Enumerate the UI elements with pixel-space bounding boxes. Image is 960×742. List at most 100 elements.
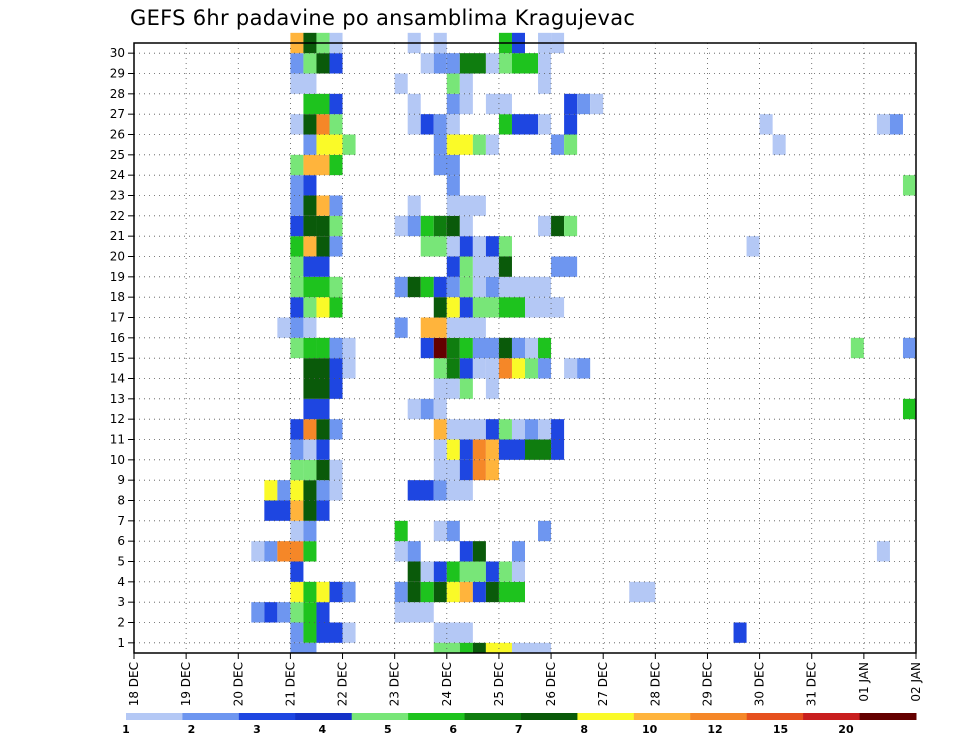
heatmap-cell — [772, 134, 786, 155]
heatmap-cell — [551, 419, 565, 440]
heatmap-cell — [394, 581, 408, 603]
heatmap-cell — [498, 236, 512, 257]
heatmap-cell — [303, 93, 330, 115]
heatmap-cell — [433, 154, 460, 176]
heatmap-cell — [538, 114, 552, 135]
heatmap-cell — [485, 378, 499, 399]
heatmap-cell — [264, 480, 278, 501]
y-tick-label: 15 — [110, 351, 125, 365]
heatmap-cell — [290, 419, 304, 440]
heatmap-cell — [525, 53, 539, 74]
heatmap-cell — [498, 439, 525, 460]
heatmap-cell — [394, 520, 408, 542]
heatmap-cell — [485, 642, 499, 653]
heatmap-cell — [459, 459, 473, 481]
heatmap-cell — [342, 622, 356, 643]
x-tick-label: 27 DEC — [596, 662, 610, 706]
heatmap-cell — [303, 378, 330, 399]
heatmap-cells — [251, 32, 916, 653]
colorbar-segment — [408, 713, 466, 720]
heatmap-cell — [303, 622, 317, 643]
heatmap-cell — [511, 541, 525, 562]
heatmap-cell — [407, 541, 421, 562]
heatmap-cell — [498, 256, 512, 277]
heatmap-cell — [525, 276, 552, 298]
heatmap-cell — [472, 276, 486, 298]
colorbar-segment — [182, 713, 240, 720]
colorbar-label: 6 — [449, 723, 457, 736]
y-tick-label: 10 — [110, 453, 125, 467]
heatmap-cell — [290, 480, 304, 501]
heatmap-cell — [433, 622, 473, 643]
chart-title: GEFS 6hr padavine po ansamblima Kragujev… — [130, 6, 636, 30]
heatmap-cell — [472, 256, 499, 277]
heatmap-cell — [446, 114, 460, 135]
y-tick-label: 13 — [110, 392, 125, 406]
heatmap-cell — [446, 358, 460, 379]
colorbar-segment — [690, 713, 748, 720]
heatmap-cell — [329, 53, 343, 74]
heatmap-cell — [850, 337, 864, 359]
heatmap-cell — [498, 53, 512, 74]
heatmap-cell — [394, 215, 408, 237]
heatmap-cell — [551, 215, 565, 237]
heatmap-cell — [433, 480, 447, 501]
heatmap-cell — [459, 93, 473, 115]
heatmap-cell — [472, 642, 486, 653]
heatmap-cell — [316, 459, 330, 481]
heatmap-cell — [498, 337, 512, 359]
heatmap-cell — [590, 93, 604, 115]
y-tick-label: 4 — [117, 575, 125, 589]
y-tick-label: 21 — [110, 229, 125, 243]
heatmap-cell — [303, 337, 317, 359]
heatmap-cell — [538, 358, 552, 379]
colorbar-label: 15 — [773, 723, 788, 736]
heatmap-cell — [329, 93, 343, 115]
heatmap-cell — [329, 378, 343, 399]
heatmap-cell — [889, 114, 903, 135]
heatmap-cell — [420, 398, 434, 420]
heatmap-cell — [459, 276, 473, 298]
heatmap-cell — [459, 581, 473, 603]
heatmap-cell — [459, 73, 473, 94]
heatmap-cell — [316, 134, 330, 155]
heatmap-cell — [511, 561, 525, 582]
heatmap-cell — [329, 134, 343, 155]
heatmap-cell — [433, 642, 460, 653]
heatmap-cell — [511, 358, 525, 379]
heatmap-cell — [394, 73, 408, 94]
heatmap-cell — [511, 337, 525, 359]
heatmap-cell — [511, 642, 525, 653]
heatmap-cell — [303, 541, 317, 562]
heatmap-cell — [433, 53, 447, 74]
heatmap-cell — [472, 459, 486, 481]
y-tick-label: 6 — [117, 534, 125, 548]
heatmap-cell — [446, 175, 460, 196]
heatmap-cell — [290, 317, 304, 338]
x-tick-label: 29 DEC — [700, 662, 714, 706]
heatmap-cell — [316, 215, 330, 237]
heatmap-cell — [876, 114, 890, 135]
heatmap-cell — [329, 480, 343, 501]
heatmap-cell — [446, 581, 460, 603]
heatmap-cell — [329, 195, 343, 216]
heatmap-cell — [485, 134, 499, 155]
heatmap-cell — [459, 236, 473, 257]
heatmap-cell — [303, 114, 317, 135]
colorbar-label: 12 — [707, 723, 722, 736]
heatmap-cell — [303, 297, 317, 318]
heatmap-cell — [407, 561, 421, 582]
colorbar-segment — [464, 713, 522, 720]
heatmap-cell — [303, 602, 317, 623]
y-tick-label: 2 — [117, 616, 125, 630]
heatmap-cell — [303, 459, 317, 481]
heatmap-cell — [329, 337, 343, 359]
heatmap-cell — [525, 439, 552, 460]
heatmap-cell — [446, 53, 460, 74]
heatmap-cell — [407, 215, 421, 237]
y-tick-label: 29 — [110, 67, 125, 81]
heatmap-cell — [433, 561, 447, 582]
heatmap-cell — [759, 114, 773, 135]
y-tick-label: 8 — [117, 494, 125, 508]
heatmap-cell — [485, 53, 499, 74]
